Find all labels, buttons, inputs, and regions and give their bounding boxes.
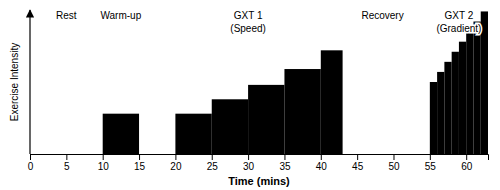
x-tick-mark (30, 154, 31, 160)
annotation: (Speed) (230, 23, 266, 34)
x-tick: 40 (316, 154, 328, 172)
plot: 0 5 10 15 20 25 30 35 40 45 50 55 60 Rest Warm-up GXT 1… (28, 10, 489, 172)
annotation: Warm-up (100, 10, 141, 21)
x-tick: 10 (98, 154, 110, 172)
annotation: GXT 1 (234, 10, 263, 21)
x-tick-label: 25 (207, 161, 219, 172)
y-axis-line (29, 10, 30, 154)
x-axis: 0 5 10 15 20 25 30 35 40 45 50 55 60 (28, 154, 489, 172)
x-tick-label: 45 (352, 161, 364, 172)
x-tick: 0 (28, 154, 34, 172)
x-tick: 25 (207, 154, 219, 172)
y-axis-title: Exercise Intensity (9, 43, 20, 121)
x-tick: 30 (243, 154, 255, 172)
x-tick-label: 40 (316, 161, 328, 172)
bar (430, 82, 437, 154)
x-tick-label: 20 (170, 161, 182, 172)
x-tick: 15 (134, 154, 146, 172)
x-tick-mark (357, 154, 358, 160)
bar (437, 72, 444, 154)
x-tick: 45 (352, 154, 364, 172)
chart: 0 5 10 15 20 25 30 35 40 45 50 55 60 Rest Warm-up GXT 1… (0, 0, 500, 190)
annotation: GXT 2 (445, 10, 474, 21)
annotation: Rest (56, 10, 77, 21)
bar (452, 52, 459, 154)
bar (481, 11, 488, 154)
bar (321, 50, 343, 154)
x-tick-mark (66, 154, 67, 160)
x-tick-mark (139, 154, 140, 160)
x-tick: 35 (279, 154, 291, 172)
x-tick-mark (175, 154, 176, 160)
x-tick-label: 0 (28, 161, 34, 172)
x-tick: 20 (170, 154, 182, 172)
annotations: Rest Warm-up GXT 1 (Speed) Recovery GXT 2 (Gra… (56, 10, 481, 34)
x-tick-label: 60 (461, 161, 473, 172)
bar (473, 22, 480, 154)
bar (175, 114, 211, 154)
bar (284, 69, 320, 154)
bar (466, 32, 473, 154)
bar (248, 85, 284, 154)
bar (444, 62, 451, 154)
bar (212, 99, 248, 154)
x-tick-label: 35 (279, 161, 291, 172)
x-axis-title: Time (mins) (228, 175, 290, 187)
x-tick-mark (466, 154, 467, 160)
bar (103, 114, 139, 154)
x-tick-label: 5 (64, 161, 70, 172)
x-tick-mark (430, 154, 431, 160)
x-tick-label: 55 (425, 161, 437, 172)
x-tick-mark (393, 154, 394, 160)
x-axis-line (31, 155, 489, 161)
x-tick-mark (212, 154, 213, 160)
bars (103, 11, 488, 154)
annotation: (Gradient) (436, 23, 481, 34)
x-tick-label: 30 (243, 161, 255, 172)
x-tick-mark (284, 154, 285, 160)
bar (459, 42, 466, 154)
x-tick: 60 (461, 154, 473, 172)
x-tick-label: 15 (134, 161, 146, 172)
x-tick-mark (103, 154, 104, 160)
x-tick: 55 (425, 154, 437, 172)
x-tick: 5 (64, 154, 70, 172)
x-tick-mark (321, 154, 322, 160)
x-tick-mark (248, 154, 249, 160)
x-tick-label: 50 (388, 161, 400, 172)
x-tick: 50 (388, 154, 400, 172)
annotation: Recovery (361, 10, 403, 21)
x-tick-label: 10 (98, 161, 110, 172)
